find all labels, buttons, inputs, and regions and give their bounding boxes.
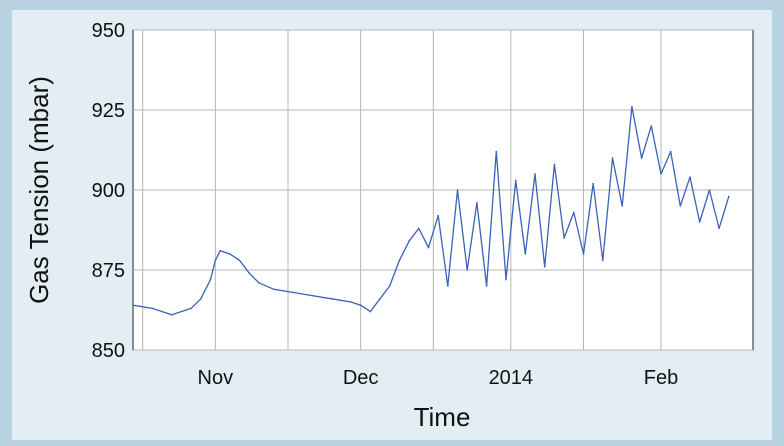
data-point	[553, 163, 556, 166]
data-point	[514, 179, 517, 182]
data-point	[132, 304, 134, 307]
x-tick-label: Dec	[343, 367, 379, 389]
data-point	[437, 214, 439, 217]
data-point	[505, 278, 507, 281]
data-point	[718, 227, 720, 230]
data-point	[466, 269, 469, 271]
data-point	[698, 221, 701, 223]
y-tick-label: 875	[92, 260, 125, 282]
data-point	[582, 253, 585, 255]
y-tick-label: 850	[92, 340, 125, 362]
data-point	[200, 298, 202, 300]
data-point	[621, 205, 624, 207]
data-point	[572, 211, 575, 214]
data-point	[330, 298, 333, 300]
data-point	[631, 106, 633, 108]
data-point	[170, 314, 173, 316]
data-point	[388, 285, 391, 287]
data-point	[534, 173, 536, 175]
data-point	[543, 266, 546, 268]
data-point	[524, 253, 527, 255]
data-point	[214, 259, 217, 262]
data-point	[592, 182, 594, 185]
data-point	[689, 176, 691, 178]
data-point	[456, 189, 459, 191]
y-tick-labels: 850 875 900 925 950	[92, 20, 125, 362]
data-point	[640, 157, 643, 159]
data-point	[272, 288, 275, 291]
data-point	[190, 307, 192, 310]
data-point	[679, 205, 682, 207]
data-point	[209, 278, 212, 281]
x-tick-label: 2014	[489, 367, 534, 389]
data-point	[248, 272, 251, 275]
data-point	[238, 259, 241, 262]
data-point	[447, 285, 449, 287]
y-tick-label: 950	[92, 20, 125, 42]
data-point	[408, 240, 410, 242]
data-point	[359, 304, 362, 307]
data-point	[219, 250, 221, 252]
data-point	[417, 227, 420, 230]
y-tick-label: 925	[92, 100, 125, 122]
data-point	[369, 310, 372, 313]
y-tick-label: 900	[92, 180, 125, 202]
data-point	[476, 202, 478, 204]
data-point	[660, 173, 662, 175]
data-point	[427, 246, 430, 249]
data-point	[669, 150, 672, 153]
grid-lines	[133, 29, 753, 351]
data-point	[495, 150, 498, 153]
x-axis-title: Time	[414, 402, 471, 432]
data-point	[311, 294, 314, 297]
x-tick-label: Feb	[644, 367, 678, 389]
data-point	[727, 195, 730, 198]
data-point	[151, 307, 154, 310]
series-group	[132, 106, 730, 316]
data-point	[229, 253, 231, 255]
data-point	[563, 237, 565, 239]
x-tick-label: Nov	[198, 367, 234, 389]
data-point	[708, 189, 711, 191]
data-point	[602, 259, 604, 262]
series-line	[132, 106, 730, 316]
x-tick-labels: Nov Dec 2014 Feb	[198, 367, 679, 389]
data-point	[398, 259, 401, 262]
y-axis-title: Gas Tension (mbar)	[24, 76, 54, 304]
data-point	[292, 291, 294, 294]
data-point	[485, 285, 488, 287]
data-point	[379, 298, 381, 300]
data-point	[258, 282, 260, 284]
data-point	[611, 157, 614, 159]
data-point	[650, 125, 653, 127]
data-point	[350, 301, 352, 303]
